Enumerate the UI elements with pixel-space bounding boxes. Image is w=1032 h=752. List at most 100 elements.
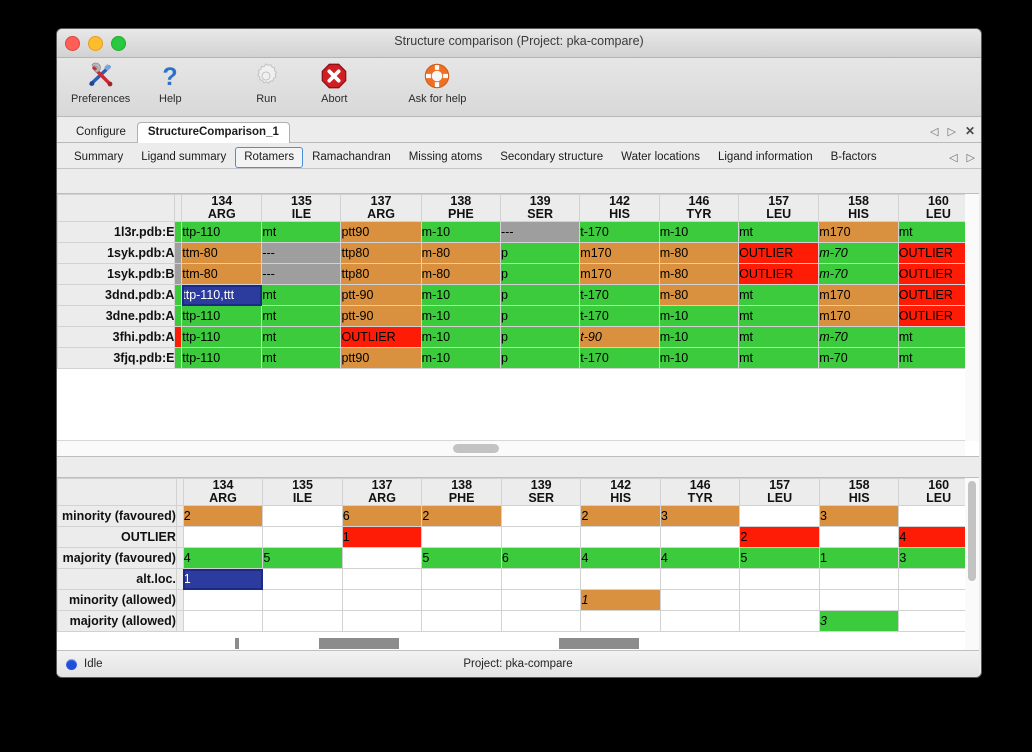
table-cell-137[interactable]: 1 — [342, 527, 422, 548]
row-header-label[interactable]: minority (allowed) — [58, 590, 177, 611]
table-cell-137[interactable] — [342, 569, 422, 590]
run-button[interactable]: Run — [232, 58, 300, 105]
row-header-label[interactable]: 1l3r.pdb:E — [58, 222, 175, 243]
table-cell-137[interactable]: ttp80 — [341, 264, 421, 285]
column-header-137[interactable]: 137ARG — [342, 479, 422, 506]
table-cell-139[interactable]: p — [501, 306, 580, 327]
table-cell-146[interactable]: m-10 — [659, 306, 738, 327]
bottom-vscrollbar[interactable] — [965, 478, 979, 660]
column-header-138[interactable]: 138PHE — [421, 195, 500, 222]
table-cell-146[interactable]: m-80 — [659, 285, 738, 306]
table-cell-157[interactable]: 2 — [740, 527, 820, 548]
table-cell-135[interactable]: 5 — [263, 548, 342, 569]
column-header-134[interactable]: 134ARG — [183, 479, 263, 506]
table-cell-135[interactable]: mt — [262, 285, 341, 306]
next-tab-arrow-icon[interactable]: ▷ — [947, 125, 955, 138]
column-header-134[interactable]: 134ARG — [182, 195, 262, 222]
table-cell-146[interactable]: m-80 — [659, 243, 738, 264]
row-header-label[interactable]: 3dnd.pdb:A — [58, 285, 175, 306]
table-cell-135[interactable]: --- — [262, 264, 341, 285]
table-cell-157[interactable]: OUTLIER — [739, 264, 819, 285]
prev-tab-arrow-icon[interactable]: ◁ — [930, 125, 938, 138]
table-cell-138[interactable]: 5 — [422, 548, 502, 569]
table-cell-158[interactable]: m-70 — [819, 348, 898, 369]
row-header-label[interactable]: 3fhi.pdb:A — [58, 327, 175, 348]
table-cell-158[interactable]: m-70 — [819, 327, 898, 348]
column-header-139[interactable]: 139SER — [501, 479, 581, 506]
table-cell-134[interactable]: ttp-110 — [182, 327, 262, 348]
table-cell-134[interactable]: ttp-110,ttt — [182, 285, 262, 306]
table-cell-146[interactable]: m-10 — [659, 222, 738, 243]
top-vscrollbar[interactable] — [965, 194, 979, 441]
table-cell-137[interactable]: 6 — [342, 506, 422, 527]
tab-ligand-summary[interactable]: Ligand summary — [132, 147, 235, 168]
table-cell-137[interactable]: ptt90 — [341, 222, 421, 243]
table-cell-138[interactable]: m-80 — [421, 243, 500, 264]
column-header-158[interactable]: 158HIS — [819, 479, 898, 506]
table-cell-138[interactable] — [422, 590, 502, 611]
table-cell-138[interactable]: m-10 — [421, 348, 500, 369]
tab-b-factors[interactable]: B-factors — [822, 147, 886, 168]
table-cell-157[interactable] — [740, 611, 820, 632]
tab-secondary-structure[interactable]: Secondary structure — [491, 147, 612, 168]
tab-water-locations[interactable]: Water locations — [612, 147, 709, 168]
table-cell-139[interactable]: --- — [501, 222, 580, 243]
table-cell-158[interactable]: 3 — [819, 611, 898, 632]
table-cell-157[interactable]: mt — [739, 285, 819, 306]
table-cell-139[interactable] — [501, 590, 581, 611]
table-cell-134[interactable]: ttp-110 — [182, 306, 262, 327]
column-header-135[interactable]: 135ILE — [263, 479, 342, 506]
table-cell-142[interactable] — [581, 569, 660, 590]
table-cell-137[interactable]: ptt-90 — [341, 306, 421, 327]
table-cell-134[interactable] — [183, 527, 263, 548]
table-cell-135[interactable]: mt — [262, 327, 341, 348]
table-cell-134[interactable]: ttm-80 — [182, 243, 262, 264]
table-cell-138[interactable]: m-80 — [421, 264, 500, 285]
table-cell-146[interactable]: m-80 — [659, 264, 738, 285]
row-header-label[interactable]: majority (allowed) — [58, 611, 177, 632]
table-cell-135[interactable] — [263, 611, 342, 632]
row-header-label[interactable]: OUTLIER — [58, 527, 177, 548]
table-cell-134[interactable]: 1 — [183, 569, 263, 590]
table-cell-142[interactable]: t-170 — [580, 222, 659, 243]
table-cell-135[interactable]: --- — [262, 243, 341, 264]
row-header-label[interactable]: alt.loc. — [58, 569, 177, 590]
table-cell-138[interactable]: m-10 — [421, 306, 500, 327]
table-cell-158[interactable]: 3 — [819, 506, 898, 527]
table-cell-142[interactable]: t-170 — [580, 285, 659, 306]
table-cell-146[interactable]: 4 — [660, 548, 740, 569]
table-cell-137[interactable]: OUTLIER — [341, 327, 421, 348]
table-cell-134[interactable] — [183, 611, 263, 632]
table-cell-158[interactable]: m-70 — [819, 264, 898, 285]
table-cell-158[interactable]: m170 — [819, 222, 898, 243]
table-cell-139[interactable]: p — [501, 327, 580, 348]
table-cell-139[interactable] — [501, 569, 581, 590]
table-cell-139[interactable]: p — [501, 264, 580, 285]
tab-missing-atoms[interactable]: Missing atoms — [400, 147, 492, 168]
table-cell-158[interactable]: m-70 — [819, 243, 898, 264]
top-hscroll-thumb[interactable] — [453, 444, 499, 453]
preferences-button[interactable]: Preferences — [65, 58, 136, 105]
table-cell-135[interactable] — [263, 590, 342, 611]
row-header-label[interactable]: majority (favoured) — [58, 548, 177, 569]
table-cell-137[interactable] — [342, 590, 422, 611]
row-header-label[interactable]: minority (favoured) — [58, 506, 177, 527]
table-cell-138[interactable] — [422, 569, 502, 590]
table-cell-146[interactable]: 3 — [660, 506, 740, 527]
row-header-label[interactable]: 3fjq.pdb:E — [58, 348, 175, 369]
abort-button[interactable]: Abort — [300, 58, 368, 105]
table-cell-157[interactable]: mt — [739, 327, 819, 348]
table-cell-158[interactable] — [819, 527, 898, 548]
tab-rotamers[interactable]: Rotamers — [235, 147, 303, 168]
table-cell-134[interactable] — [183, 590, 263, 611]
bottom-vscroll-thumb[interactable] — [968, 481, 976, 581]
column-header-137[interactable]: 137ARG — [341, 195, 421, 222]
row-header-label[interactable]: 1syk.pdb:A — [58, 243, 175, 264]
table-cell-135[interactable] — [263, 569, 342, 590]
table-cell-135[interactable]: mt — [262, 222, 341, 243]
table-cell-146[interactable]: m-10 — [659, 327, 738, 348]
table-cell-142[interactable]: 4 — [581, 548, 660, 569]
table-cell-142[interactable]: 2 — [581, 506, 660, 527]
table-cell-138[interactable]: m-10 — [421, 222, 500, 243]
table-cell-137[interactable]: ptt-90 — [341, 285, 421, 306]
